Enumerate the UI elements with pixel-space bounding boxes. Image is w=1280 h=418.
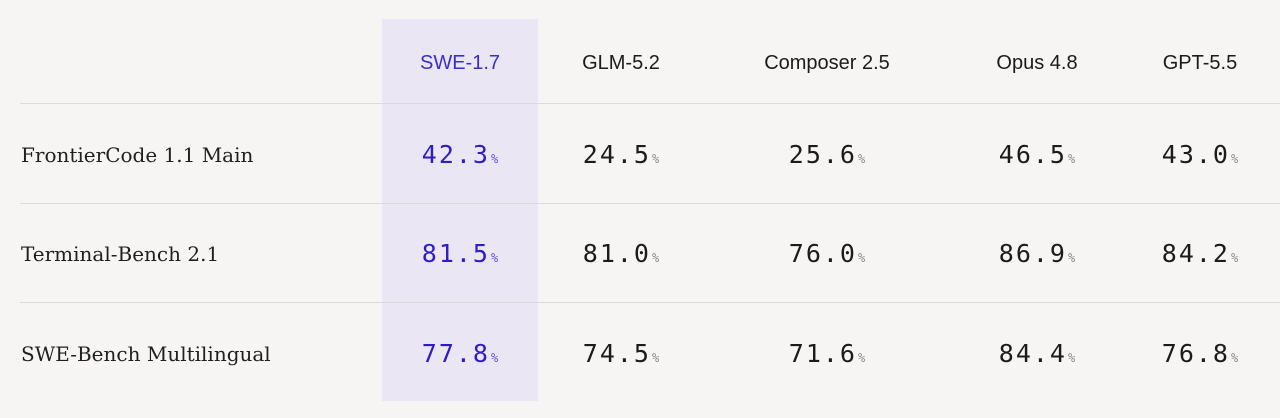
cell-value: 46.5 xyxy=(998,140,1067,169)
cell-value: 74.5 xyxy=(582,339,651,368)
cell-value: 76.8 xyxy=(1161,339,1230,368)
cell-value: 84.2 xyxy=(1161,239,1230,268)
cell-value: 25.6 xyxy=(788,140,857,169)
cell-value: 76.0 xyxy=(788,239,857,268)
percent-sign: % xyxy=(1067,251,1076,265)
cell-frontiercode-1-1-main-composer-2-5: 25.6% xyxy=(747,135,907,175)
row-divider xyxy=(20,103,1280,104)
cell-swe-bench-multilingual-swe-1-7: 77.8% xyxy=(380,334,540,374)
cell-value: 24.5 xyxy=(582,140,651,169)
percent-sign: % xyxy=(490,351,499,365)
percent-sign: % xyxy=(1230,351,1239,365)
column-header-glm-5-2: GLM-5.2 xyxy=(582,52,660,74)
percent-sign: % xyxy=(1230,251,1239,265)
percent-sign: % xyxy=(490,152,499,166)
cell-terminal-bench-2-1-composer-2-5: 76.0% xyxy=(747,234,907,274)
row-label-terminal-bench-2-1: Terminal-Bench 2.1 xyxy=(21,242,220,266)
percent-sign: % xyxy=(1067,351,1076,365)
cell-value: 81.5 xyxy=(421,239,490,268)
column-header-composer-2-5: Composer 2.5 xyxy=(764,52,890,74)
column-header-gpt-5-5: GPT-5.5 xyxy=(1162,52,1238,74)
column-header-swe-1-7: SWE-1.7 xyxy=(419,52,501,74)
percent-sign: % xyxy=(651,251,660,265)
cell-terminal-bench-2-1-opus-4-8: 86.9% xyxy=(957,234,1117,274)
percent-sign: % xyxy=(857,251,866,265)
cell-terminal-bench-2-1-gpt-5-5: 84.2% xyxy=(1120,234,1280,274)
percent-sign: % xyxy=(651,152,660,166)
cell-frontiercode-1-1-main-gpt-5-5: 43.0% xyxy=(1120,135,1280,175)
cell-frontiercode-1-1-main-opus-4-8: 46.5% xyxy=(957,135,1117,175)
cell-value: 77.8 xyxy=(421,339,490,368)
cell-value: 86.9 xyxy=(998,239,1067,268)
cell-swe-bench-multilingual-gpt-5-5: 76.8% xyxy=(1120,334,1280,374)
row-label-swe-bench-multilingual: SWE-Bench Multilingual xyxy=(21,342,271,366)
highlighted-column xyxy=(382,19,538,401)
percent-sign: % xyxy=(651,351,660,365)
percent-sign: % xyxy=(857,152,866,166)
row-label-frontiercode-1-1-main: FrontierCode 1.1 Main xyxy=(21,143,254,167)
cell-frontiercode-1-1-main-glm-5-2: 24.5% xyxy=(541,135,701,175)
cell-value: 42.3 xyxy=(421,140,490,169)
cell-value: 43.0 xyxy=(1161,140,1230,169)
percent-sign: % xyxy=(857,351,866,365)
row-divider xyxy=(20,302,1280,303)
cell-terminal-bench-2-1-swe-1-7: 81.5% xyxy=(380,234,540,274)
cell-swe-bench-multilingual-glm-5-2: 74.5% xyxy=(541,334,701,374)
cell-swe-bench-multilingual-composer-2-5: 71.6% xyxy=(747,334,907,374)
percent-sign: % xyxy=(1230,152,1239,166)
percent-sign: % xyxy=(1067,152,1076,166)
cell-value: 81.0 xyxy=(582,239,651,268)
cell-terminal-bench-2-1-glm-5-2: 81.0% xyxy=(541,234,701,274)
column-header-opus-4-8: Opus 4.8 xyxy=(996,52,1078,74)
cell-swe-bench-multilingual-opus-4-8: 84.4% xyxy=(957,334,1117,374)
cell-value: 84.4 xyxy=(998,339,1067,368)
cell-value: 71.6 xyxy=(788,339,857,368)
cell-frontiercode-1-1-main-swe-1-7: 42.3% xyxy=(380,135,540,175)
row-divider xyxy=(20,203,1280,204)
percent-sign: % xyxy=(490,251,499,265)
